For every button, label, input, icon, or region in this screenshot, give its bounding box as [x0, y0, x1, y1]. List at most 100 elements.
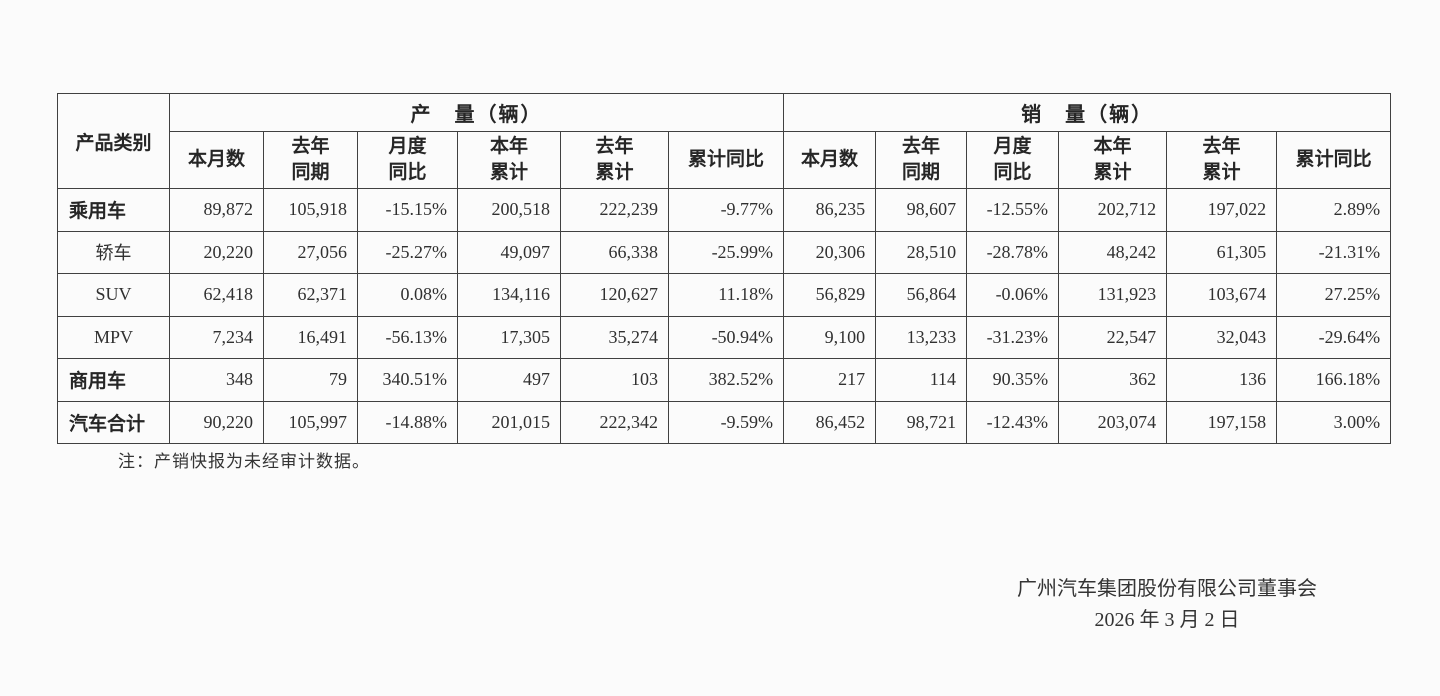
production-value-cell: 17,305	[457, 315, 561, 359]
sales-value-cell: 2.89%	[1276, 188, 1392, 232]
production-value-cell: 201,015	[457, 400, 561, 444]
table-row: 汽车合计 90,220 105,997 -14.88% 201,015 222,342 -9…	[57, 400, 1392, 444]
row-label: MPV	[57, 315, 170, 359]
column-header-sales-2: 月度 同比	[966, 131, 1060, 189]
production-value-cell: -9.77%	[667, 188, 785, 232]
sales-value-cell: 197,158	[1166, 400, 1278, 444]
production-value-cell: 0.08%	[357, 273, 458, 317]
column-header-production-3: 本年 累计	[457, 131, 561, 189]
sales-value-cell: 217	[783, 358, 877, 402]
row-label: 乘用车	[57, 188, 170, 232]
sales-value-cell: 22,547	[1058, 315, 1168, 359]
column-header-production-0: 本月数	[169, 131, 264, 189]
production-value-cell: 16,491	[263, 315, 358, 359]
production-value-cell: 90,220	[169, 400, 264, 444]
production-value-cell: 382.52%	[667, 358, 785, 402]
production-value-cell: 348	[169, 358, 264, 402]
sales-value-cell: 56,864	[875, 273, 968, 317]
sales-value-cell: -12.43%	[966, 400, 1060, 444]
production-value-cell: 79	[263, 358, 358, 402]
column-header-production-1: 去年 同期	[263, 131, 358, 189]
sales-value-cell: 131,923	[1058, 273, 1168, 317]
table-row: 商用车 348 79 340.51% 497 103 382.52% 217 114 90.35%…	[57, 358, 1392, 402]
sales-value-cell: 202,712	[1058, 188, 1168, 232]
production-value-cell: 49,097	[457, 230, 561, 274]
table-body: 乘用车 89,872 105,918 -15.15% 200,518 222,239 -9.…	[57, 188, 1392, 444]
column-header-sales-5: 累计同比	[1276, 131, 1392, 189]
sales-value-cell: 86,452	[783, 400, 877, 444]
production-value-cell: -15.15%	[357, 188, 458, 232]
sales-value-cell: 20,306	[783, 230, 877, 274]
column-header-sales-0: 本月数	[783, 131, 877, 189]
table-row: MPV 7,234 16,491 -56.13% 17,305 35,274 -50.94%…	[57, 315, 1392, 359]
sales-value-cell: 166.18%	[1276, 358, 1392, 402]
footnote: 注：产销快报为未经审计数据。	[118, 452, 370, 471]
production-value-cell: -25.27%	[357, 230, 458, 274]
column-header-production-5: 累计同比	[667, 131, 785, 189]
production-value-cell: -56.13%	[357, 315, 458, 359]
row-label: SUV	[57, 273, 170, 317]
production-value-cell: 20,220	[169, 230, 264, 274]
sales-value-cell: 197,022	[1166, 188, 1278, 232]
production-value-cell: 103	[560, 358, 669, 402]
column-header-sales-1: 去年 同期	[875, 131, 968, 189]
sales-value-cell: 203,074	[1058, 400, 1168, 444]
sales-value-cell: 48,242	[1058, 230, 1168, 274]
category-column-header: 产品类别	[57, 93, 170, 189]
sales-value-cell: 362	[1058, 358, 1168, 402]
sales-value-cell: -0.06%	[966, 273, 1060, 317]
column-header-production-2: 月度 同比	[357, 131, 458, 189]
sales-value-cell: -28.78%	[966, 230, 1060, 274]
production-value-cell: 120,627	[560, 273, 669, 317]
production-value-cell: 200,518	[457, 188, 561, 232]
production-group-header: 产 量（辆）	[168, 93, 785, 132]
sales-value-cell: 61,305	[1166, 230, 1278, 274]
sales-value-cell: 28,510	[875, 230, 968, 274]
production-value-cell: 105,918	[263, 188, 358, 232]
sales-value-cell: 98,721	[875, 400, 968, 444]
sales-value-cell: 27.25%	[1276, 273, 1392, 317]
production-value-cell: 134,116	[457, 273, 561, 317]
production-value-cell: -25.99%	[667, 230, 785, 274]
row-label: 轿车	[57, 230, 170, 274]
sales-value-cell: -21.31%	[1276, 230, 1392, 274]
production-value-cell: -14.88%	[357, 400, 458, 444]
report-date: 2026 年 3 月 2 日	[1094, 609, 1240, 631]
production-value-cell: -50.94%	[667, 315, 785, 359]
subheader-row: 本月数 去年 同期 月度 同比 本年 累计 去年 累计 累计同比 本月数 去年 同期 月度 同比…	[58, 131, 1392, 189]
production-sales-table: 产品类别 产 量（辆） 销 量（辆） 本月数 去年 同期 月度 同比 本年 累计 去年 …	[57, 93, 1392, 444]
production-value-cell: 89,872	[169, 188, 264, 232]
company-name: 广州汽车集团股份有限公司董事会	[1017, 578, 1317, 600]
production-value-cell: 497	[457, 358, 561, 402]
column-header-production-4: 去年 累计	[560, 131, 669, 189]
sales-value-cell: 86,235	[783, 188, 877, 232]
sales-value-cell: 98,607	[875, 188, 968, 232]
sales-value-cell: 90.35%	[966, 358, 1060, 402]
production-value-cell: 62,371	[263, 273, 358, 317]
sales-value-cell: 3.00%	[1276, 400, 1392, 444]
sales-value-cell: 9,100	[783, 315, 877, 359]
sales-value-cell: -31.23%	[966, 315, 1060, 359]
production-value-cell: 105,997	[263, 400, 358, 444]
sales-value-cell: 136	[1166, 358, 1278, 402]
sales-group-header: 销 量（辆）	[783, 93, 1392, 132]
sales-value-cell: 103,674	[1166, 273, 1278, 317]
sales-value-cell: 32,043	[1166, 315, 1278, 359]
sales-value-cell: 56,829	[783, 273, 877, 317]
table-row: 乘用车 89,872 105,918 -15.15% 200,518 222,239 -9.…	[57, 188, 1392, 232]
group-header-row: 产品类别 产 量（辆） 销 量（辆）	[57, 93, 1392, 189]
sales-value-cell: 13,233	[875, 315, 968, 359]
production-value-cell: 222,239	[560, 188, 669, 232]
table-row: SUV 62,418 62,371 0.08% 134,116 120,627 11.18%…	[57, 273, 1392, 317]
sales-value-cell: -29.64%	[1276, 315, 1392, 359]
sales-value-cell: 114	[875, 358, 968, 402]
production-value-cell: 66,338	[560, 230, 669, 274]
column-header-sales-4: 去年 累计	[1166, 131, 1278, 189]
production-value-cell: 222,342	[560, 400, 669, 444]
production-value-cell: 27,056	[263, 230, 358, 274]
production-value-cell: 11.18%	[667, 273, 785, 317]
production-value-cell: 62,418	[169, 273, 264, 317]
signature-block: 广州汽车集团股份有限公司董事会 2026 年 3 月 2 日	[1004, 574, 1330, 636]
column-header-sales-3: 本年 累计	[1058, 131, 1168, 189]
table-row: 轿车 20,220 27,056 -25.27% 49,097 66,338 -25.99%…	[57, 230, 1392, 274]
